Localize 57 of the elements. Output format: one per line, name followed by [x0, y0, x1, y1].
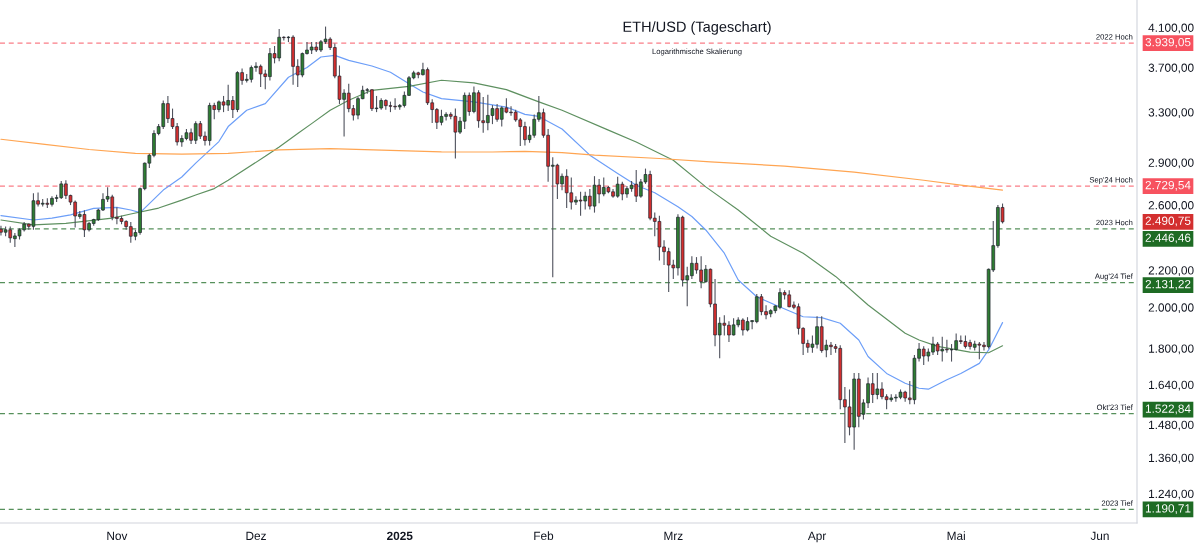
- candlestick: [569, 177, 574, 211]
- candlestick: [59, 180, 64, 200]
- y-tick-label: 1.480,00: [1149, 420, 1194, 431]
- candlestick: [722, 314, 727, 337]
- y-tick-label: 2.900,00: [1148, 158, 1194, 169]
- y-tick-label: 4.100,00: [1148, 23, 1194, 34]
- candlestick: [555, 163, 560, 200]
- candlestick: [110, 194, 115, 221]
- x-tick-label: Mai: [947, 531, 965, 540]
- candlestick: [940, 336, 945, 363]
- candlestick: [300, 51, 305, 78]
- candlestick: [490, 104, 495, 125]
- x-tick-label: Apr: [807, 531, 827, 543]
- text: 2.490,75: [1145, 216, 1191, 227]
- candlestick: [161, 99, 166, 130]
- candlestick: [592, 175, 597, 214]
- text: ETH/USD (Tageschart): [623, 21, 771, 35]
- candlestick: [870, 372, 875, 404]
- text: 3.939,05: [1145, 37, 1191, 48]
- candlestick: [875, 372, 880, 400]
- x-tick-label: Feb: [534, 531, 554, 540]
- candlestick: [564, 168, 569, 209]
- y-tick-label: 1.640,00: [1149, 380, 1194, 391]
- candlestick: [666, 247, 671, 293]
- text: 1.190,71: [1145, 504, 1191, 514]
- y-tick-label: 1.240,00: [1149, 489, 1194, 500]
- text: 2.131,22: [1145, 279, 1191, 290]
- y-tick-label: 3.300,00: [1148, 108, 1194, 118]
- candlestick: [499, 105, 504, 128]
- text: 1.522,84: [1145, 404, 1191, 415]
- x-tick-label: Nov: [107, 531, 128, 540]
- candlestick: [453, 108, 458, 160]
- x-tick-label: Dez: [246, 531, 266, 540]
- y-tick-label: 3.700,00: [1148, 63, 1194, 74]
- candlestick: [921, 345, 926, 366]
- y-tick-label: 2.000,00: [1148, 303, 1194, 314]
- candlestick: [615, 176, 620, 199]
- candlestick: [346, 83, 351, 113]
- candlestick: [620, 181, 625, 201]
- line-series: [0, 79, 1004, 354]
- candlestick: [258, 63, 263, 88]
- text: 2.446,46: [1145, 233, 1191, 244]
- x-tick-label: Jun: [1090, 531, 1109, 540]
- text: 2.729,54: [1145, 180, 1191, 191]
- line-series: [0, 138, 1004, 191]
- y-tick-label: 2.200,00: [1148, 266, 1194, 276]
- candlestick: [578, 191, 583, 217]
- candlestick: [193, 120, 198, 145]
- y-tick-label: 1.360,00: [1149, 453, 1194, 464]
- x-tick-label: Mrz: [664, 531, 683, 540]
- line-series: [0, 54, 1004, 390]
- x-tick-label: 2025: [387, 531, 413, 540]
- y-tick-label: 1.800,00: [1149, 344, 1194, 355]
- candlestick: [82, 209, 87, 238]
- y-tick-label: 2.600,00: [1148, 201, 1194, 211]
- candlestick: [819, 315, 824, 354]
- candlestick: [601, 177, 606, 197]
